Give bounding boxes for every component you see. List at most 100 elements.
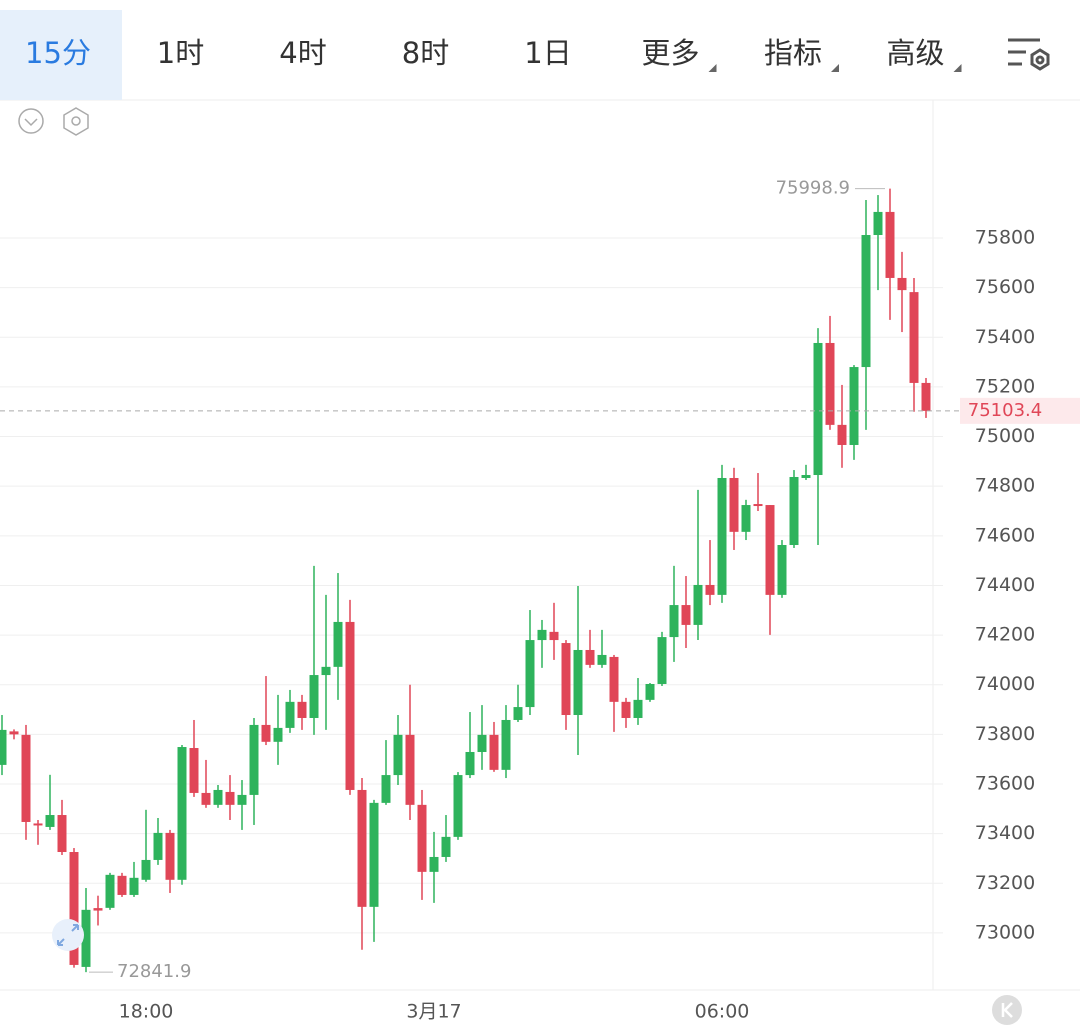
zoom-icon[interactable] [52, 919, 84, 951]
candle-body [297, 701, 307, 718]
y-tick-label: 75400 [975, 326, 1035, 348]
candle-body [825, 342, 835, 425]
candle-body [21, 734, 31, 822]
y-tick-label: 74800 [975, 475, 1035, 497]
candle-body [309, 675, 319, 718]
y-tick-label: 73200 [975, 872, 1035, 894]
candle-body [249, 724, 259, 795]
candle-body [549, 631, 559, 641]
candle-body [633, 699, 643, 718]
candle-body [465, 751, 475, 776]
candle-body [189, 748, 199, 793]
candle-body [837, 424, 847, 445]
menu-caret [708, 64, 717, 72]
candle-body [429, 856, 439, 872]
y-tick-label: 75200 [975, 375, 1035, 397]
candle-body [285, 701, 295, 728]
candle-body [789, 476, 799, 545]
candle-body [441, 836, 451, 857]
candle-body [885, 211, 895, 278]
candle-body [777, 545, 787, 595]
y-tick-label: 73600 [975, 773, 1035, 795]
candle-body [405, 734, 415, 805]
candle-body [693, 584, 703, 625]
candle-body [393, 734, 403, 776]
candle-body [225, 791, 235, 805]
grid [0, 237, 943, 934]
tab[interactable]: 1时 [157, 36, 204, 70]
candle-body [717, 477, 727, 595]
candle-body [105, 874, 115, 908]
toolbar [0, 0, 1080, 100]
y-tick-label: 75000 [975, 425, 1035, 447]
menu-caret [953, 64, 962, 72]
candle-body [261, 724, 271, 742]
tab[interactable]: 指标 [764, 36, 822, 70]
y-tick-label: 74000 [975, 673, 1035, 695]
candle-body [501, 719, 511, 770]
candle-body [177, 747, 187, 880]
x-tick-label: 18:00 [119, 1001, 174, 1023]
chart-settings-icon[interactable] [63, 107, 89, 136]
y-tick-label: 73000 [975, 921, 1035, 943]
y-tick-label: 75600 [975, 276, 1035, 298]
candle-body [69, 852, 79, 965]
last-price-label: 75103.4 [968, 400, 1042, 421]
scroll-end-button[interactable] [992, 995, 1022, 1025]
candle-body [765, 505, 775, 595]
candle-body [477, 734, 487, 752]
tab[interactable]: 高级 [886, 36, 944, 70]
candles [0, 188, 960, 973]
candle-body [453, 775, 463, 837]
candle-body [117, 875, 127, 895]
candle-body [321, 666, 331, 676]
candle-body [93, 908, 103, 911]
candle-body [753, 504, 763, 507]
tab[interactable]: 1日 [524, 36, 571, 70]
y-tick-label: 74200 [975, 624, 1035, 646]
candle-body [681, 605, 691, 625]
x-tick-label: 06:00 [695, 1001, 750, 1023]
labels: 73000 73200 73400 73600 73800 74000 74200 74400… [89, 178, 1080, 1023]
candle-body [381, 775, 391, 803]
y-tick-label: 74400 [975, 574, 1035, 596]
candle-body [609, 656, 619, 702]
tab[interactable]: 15分 [25, 36, 91, 70]
candle-body [33, 823, 43, 826]
candle-body [165, 832, 175, 880]
candle-body [813, 342, 823, 476]
collapse-icon[interactable] [18, 108, 44, 134]
candle-body [849, 367, 859, 445]
candle-body [369, 802, 379, 907]
settings-icon[interactable] [1008, 38, 1050, 71]
candle-body [357, 789, 367, 907]
candle-body [537, 629, 547, 641]
candle-body [669, 605, 679, 638]
candle-body [729, 477, 739, 532]
candle-body [417, 804, 427, 872]
active-tab-bg [0, 10, 122, 100]
candle-body [909, 292, 919, 383]
candle-body [129, 877, 139, 895]
y-tick-label: 75800 [975, 226, 1035, 248]
candle-body [9, 731, 19, 735]
menu-caret [831, 64, 839, 72]
high-label: 75998.9 [776, 178, 850, 199]
candle-body [345, 621, 355, 790]
tab[interactable]: 8时 [402, 36, 449, 70]
candle-body [45, 815, 55, 827]
last-price-box [960, 397, 1080, 424]
candle-body [237, 794, 247, 805]
candle-body [705, 584, 715, 595]
candle-body [873, 211, 883, 236]
candle-body [621, 701, 631, 718]
candle-body [513, 707, 523, 720]
candle-body [645, 683, 655, 700]
candle-body [861, 235, 871, 368]
tab[interactable]: 4时 [279, 36, 326, 70]
tab[interactable]: 更多 [641, 36, 699, 70]
low-label: 72841.9 [117, 961, 191, 982]
candle-body [585, 649, 595, 665]
